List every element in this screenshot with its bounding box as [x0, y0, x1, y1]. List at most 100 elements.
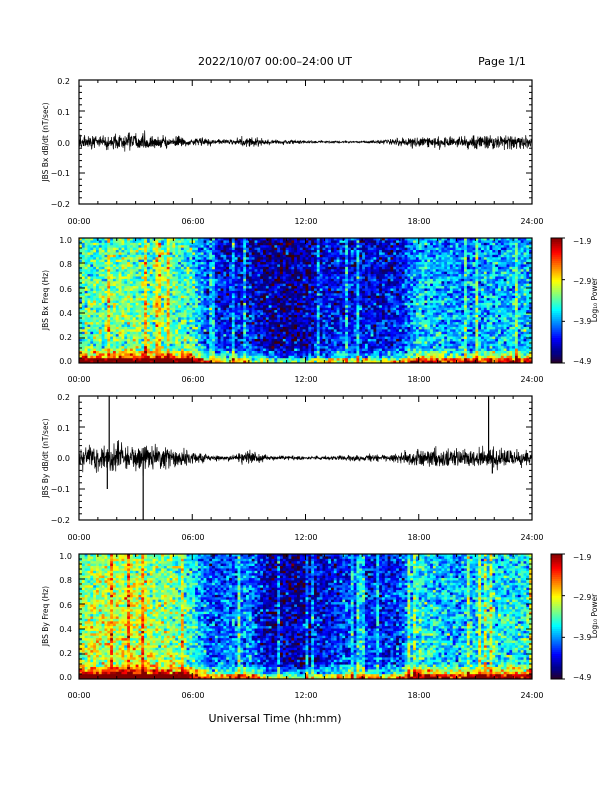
- spectrogram-cell: [189, 262, 192, 265]
- spectrogram-cell: [328, 276, 331, 279]
- spectrogram-cell: [127, 315, 130, 318]
- spectrogram-cell: [161, 260, 164, 263]
- spectrogram-cell: [235, 296, 238, 299]
- spectrogram-cell: [334, 272, 337, 275]
- spectrogram-cell: [215, 276, 218, 279]
- spectrogram-cell: [311, 334, 314, 337]
- spectrogram-cell: [308, 264, 311, 267]
- spectrogram-cell: [328, 286, 331, 289]
- spectrogram-cell: [178, 320, 181, 323]
- spectrogram-cell: [223, 267, 226, 270]
- spectrogram-cell: [266, 284, 269, 287]
- spectrogram-cell: [294, 303, 297, 306]
- spectrogram-cell: [130, 344, 133, 347]
- spectrogram-cell: [221, 255, 224, 258]
- spectrogram-cell: [249, 329, 252, 332]
- spectrogram-cell: [150, 329, 153, 332]
- spectrogram-cell: [322, 313, 325, 316]
- spectrogram-cell: [260, 337, 263, 340]
- spectrogram-cell: [144, 358, 147, 361]
- spectrogram-cell: [82, 344, 85, 347]
- spectrogram-cell: [342, 243, 345, 246]
- spectrogram-cell: [246, 288, 249, 291]
- spectrogram-cell: [260, 308, 263, 311]
- spectrogram-cell: [221, 269, 224, 272]
- spectrogram-cell: [158, 356, 161, 359]
- spectrogram-cell: [116, 288, 119, 291]
- spectrogram-cell: [158, 286, 161, 289]
- spectrogram-cell: [229, 334, 232, 337]
- spectrogram-cell: [150, 317, 153, 320]
- spectrogram-cell: [308, 334, 311, 337]
- spectrogram-cell: [206, 260, 209, 263]
- spectrogram-cell: [85, 317, 88, 320]
- spectrogram-cell: [107, 262, 110, 265]
- spectrogram-cell: [99, 358, 102, 361]
- spectrogram-cell: [93, 339, 96, 342]
- spectrogram-cell: [130, 272, 133, 275]
- spectrogram-cell: [153, 320, 156, 323]
- spectrogram-cell: [104, 255, 107, 258]
- spectrogram-cell: [280, 313, 283, 316]
- spectrogram-cell: [283, 305, 286, 308]
- spectrogram-cell: [138, 245, 141, 248]
- spectrogram-cell: [170, 313, 173, 316]
- spectrogram-cell: [85, 262, 88, 265]
- spectrogram-cell: [260, 250, 263, 253]
- spectrogram-cell: [334, 291, 337, 294]
- spectrogram-cell: [269, 329, 272, 332]
- spectrogram-cell: [300, 303, 303, 306]
- spectrogram-cell: [195, 351, 198, 354]
- spectrogram-cell: [107, 269, 110, 272]
- spectrogram-cell: [187, 240, 190, 243]
- spectrogram-cell: [104, 308, 107, 311]
- spectrogram-cell: [235, 346, 238, 349]
- spectrogram-cell: [130, 257, 133, 260]
- spectrogram-cell: [263, 245, 266, 248]
- spectrogram-cell: [90, 322, 93, 325]
- spectrogram-cell: [257, 281, 260, 284]
- spectrogram-cell: [252, 313, 255, 316]
- spectrogram-cell: [272, 332, 275, 335]
- spectrogram-cell: [93, 296, 96, 299]
- spectrogram-cell: [158, 344, 161, 347]
- spectrogram-cell: [178, 341, 181, 344]
- spectrogram-cell: [187, 281, 190, 284]
- spectrogram-cell: [178, 255, 181, 258]
- spectrogram-cell: [93, 248, 96, 251]
- spectrogram-cell: [85, 288, 88, 291]
- spectrogram-cell: [266, 322, 269, 325]
- spectrogram-cell: [206, 264, 209, 267]
- spectrogram-cell: [153, 274, 156, 277]
- spectrogram-cell: [337, 303, 340, 306]
- spectrogram-cell: [144, 255, 147, 258]
- spectrogram-cell: [266, 257, 269, 260]
- spectrogram-cell: [113, 245, 116, 248]
- spectrogram-cell: [283, 291, 286, 294]
- spectrogram-cell: [99, 250, 102, 253]
- spectrogram-cell: [133, 279, 136, 282]
- spectrogram-cell: [311, 341, 314, 344]
- spectrogram-cell: [283, 346, 286, 349]
- spectrogram-cell: [320, 245, 323, 248]
- spectrogram-cell: [337, 351, 340, 354]
- spectrogram-cell: [172, 332, 175, 335]
- colorbar-label: Log₁₀ Power: [590, 277, 599, 322]
- spectrogram-cell: [320, 243, 323, 246]
- spectrogram-cell: [277, 245, 280, 248]
- spectrogram-cell: [303, 305, 306, 308]
- spectrogram-cell: [167, 260, 170, 263]
- spectrogram-cell: [116, 279, 119, 282]
- spectrogram-cell: [342, 264, 345, 267]
- spectrogram-cell: [291, 298, 294, 301]
- spectrogram-cell: [167, 240, 170, 243]
- spectrogram-cell: [96, 250, 99, 253]
- spectrogram-cell: [130, 262, 133, 265]
- spectrogram-cell: [201, 279, 204, 282]
- spectrogram-cell: [96, 315, 99, 318]
- spectrogram-cell: [226, 301, 229, 304]
- spectrogram-cell: [178, 305, 181, 308]
- spectrogram-cell: [102, 358, 105, 361]
- spectrogram-cell: [175, 308, 178, 311]
- spectrogram-cell: [209, 269, 212, 272]
